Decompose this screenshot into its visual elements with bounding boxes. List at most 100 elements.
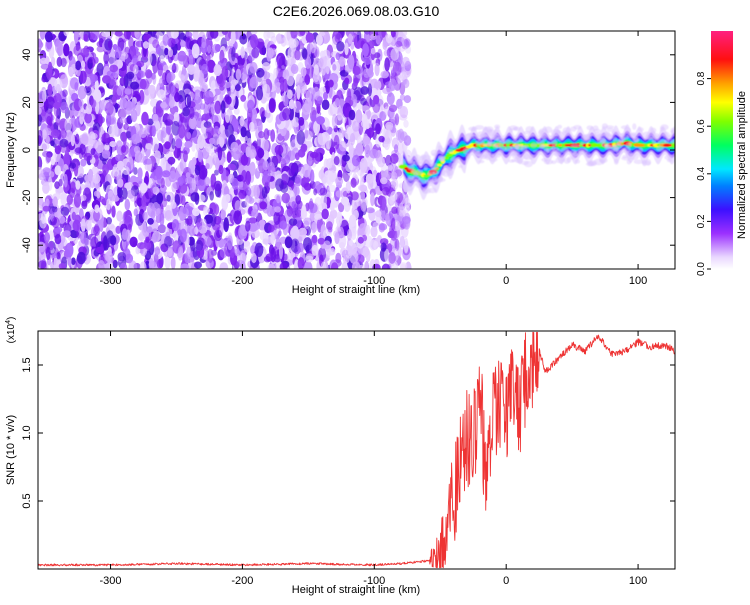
noise-blob [379,195,387,211]
noise-blob [124,198,131,211]
noise-blob [40,119,45,131]
noise-blob [134,150,142,163]
noise-blob [342,154,350,162]
noise-blob [344,42,349,56]
noise-blob [220,100,226,114]
signal-core [423,174,430,178]
noise-blob [390,153,399,164]
noise-blob [372,100,381,113]
noise-blob [152,72,157,85]
noise-blob [382,87,392,95]
signal-fringe [430,162,439,170]
noise-blob [85,104,93,115]
noise-blob [117,251,127,262]
y-tick-label: 0 [21,147,33,153]
noise-blob [262,238,269,245]
noise-blob [90,73,96,87]
signal-fringe [670,139,675,144]
noise-blob [324,170,334,178]
noise-blob [325,160,333,169]
noise-blob [404,197,411,208]
x-tick-label: -200 [231,275,253,287]
noise-blob [289,99,295,110]
signal-halo [403,139,675,181]
noise-blob [194,165,201,176]
signal-fringe [424,180,430,185]
noise-blob [370,47,376,55]
noise-blob [349,133,356,146]
noise-blob [279,81,285,92]
noise-blob [107,190,115,202]
noise-blob [355,142,364,156]
noise-blob [325,135,332,150]
noise-blob [274,144,284,155]
noise-blob [139,78,147,90]
noise-blob [205,125,214,139]
noise-blob [323,92,328,100]
noise-blob [161,170,171,178]
noise-blob [151,234,158,243]
noise-blob [310,169,315,184]
noise-blob [174,92,180,103]
noise-blob [46,67,52,81]
noise-blob [235,68,242,81]
signal-fringe [520,160,529,165]
noise-blob [359,160,367,174]
noise-blob [214,100,222,114]
noise-blob [234,200,242,213]
noise-blob [388,78,398,91]
signal-fringe [415,182,422,188]
noise-blob [276,195,281,204]
signal-fringe [560,155,565,162]
signal-fringe [604,131,610,137]
signal-fringe [638,147,643,154]
noise-blob [73,45,82,56]
noise-blob [309,151,319,159]
noise-blob [164,236,172,248]
noise-blob [197,223,202,231]
colorbar-tick-label: 0.6 [696,119,707,133]
noise-blob [400,263,407,269]
noise-blob [51,217,60,229]
noise-blob [336,214,343,227]
signal-fringe [625,142,632,148]
noise-blob [167,248,173,258]
noise-blob [321,99,330,110]
signal-fringe [438,145,443,151]
noise-blob [180,195,186,206]
noise-blob [326,248,331,259]
noise-blob [93,154,99,168]
noise-blob [119,262,128,269]
signal-fringe [462,147,471,155]
noise-blob [38,247,46,262]
noise-blob [160,177,165,189]
noise-blob [288,162,296,177]
noise-blob [46,152,52,163]
noise-blob [170,85,176,97]
noise-blob [398,105,406,116]
signal-fringe [616,133,625,137]
noise-blob [77,85,87,100]
noise-blob [290,238,300,253]
noise-blob [294,258,299,269]
noise-blob [60,127,67,139]
noise-blob [240,126,247,138]
noise-blob [136,60,145,68]
signal-fringe [488,132,497,136]
noise-blob [352,65,361,76]
noise-blob [396,73,402,84]
noise-blob [360,119,370,129]
noise-blob [295,194,302,205]
signal-fringe [523,154,533,160]
noise-blob [384,129,393,145]
noise-blob [218,164,224,175]
noise-blob [50,159,56,166]
noise-blob [390,31,396,38]
noise-blob [90,236,99,250]
noise-blob [403,119,409,128]
signal-fringe [508,159,515,163]
noise-blob [240,261,246,269]
noise-blob [81,200,88,210]
noise-blob [188,106,195,120]
